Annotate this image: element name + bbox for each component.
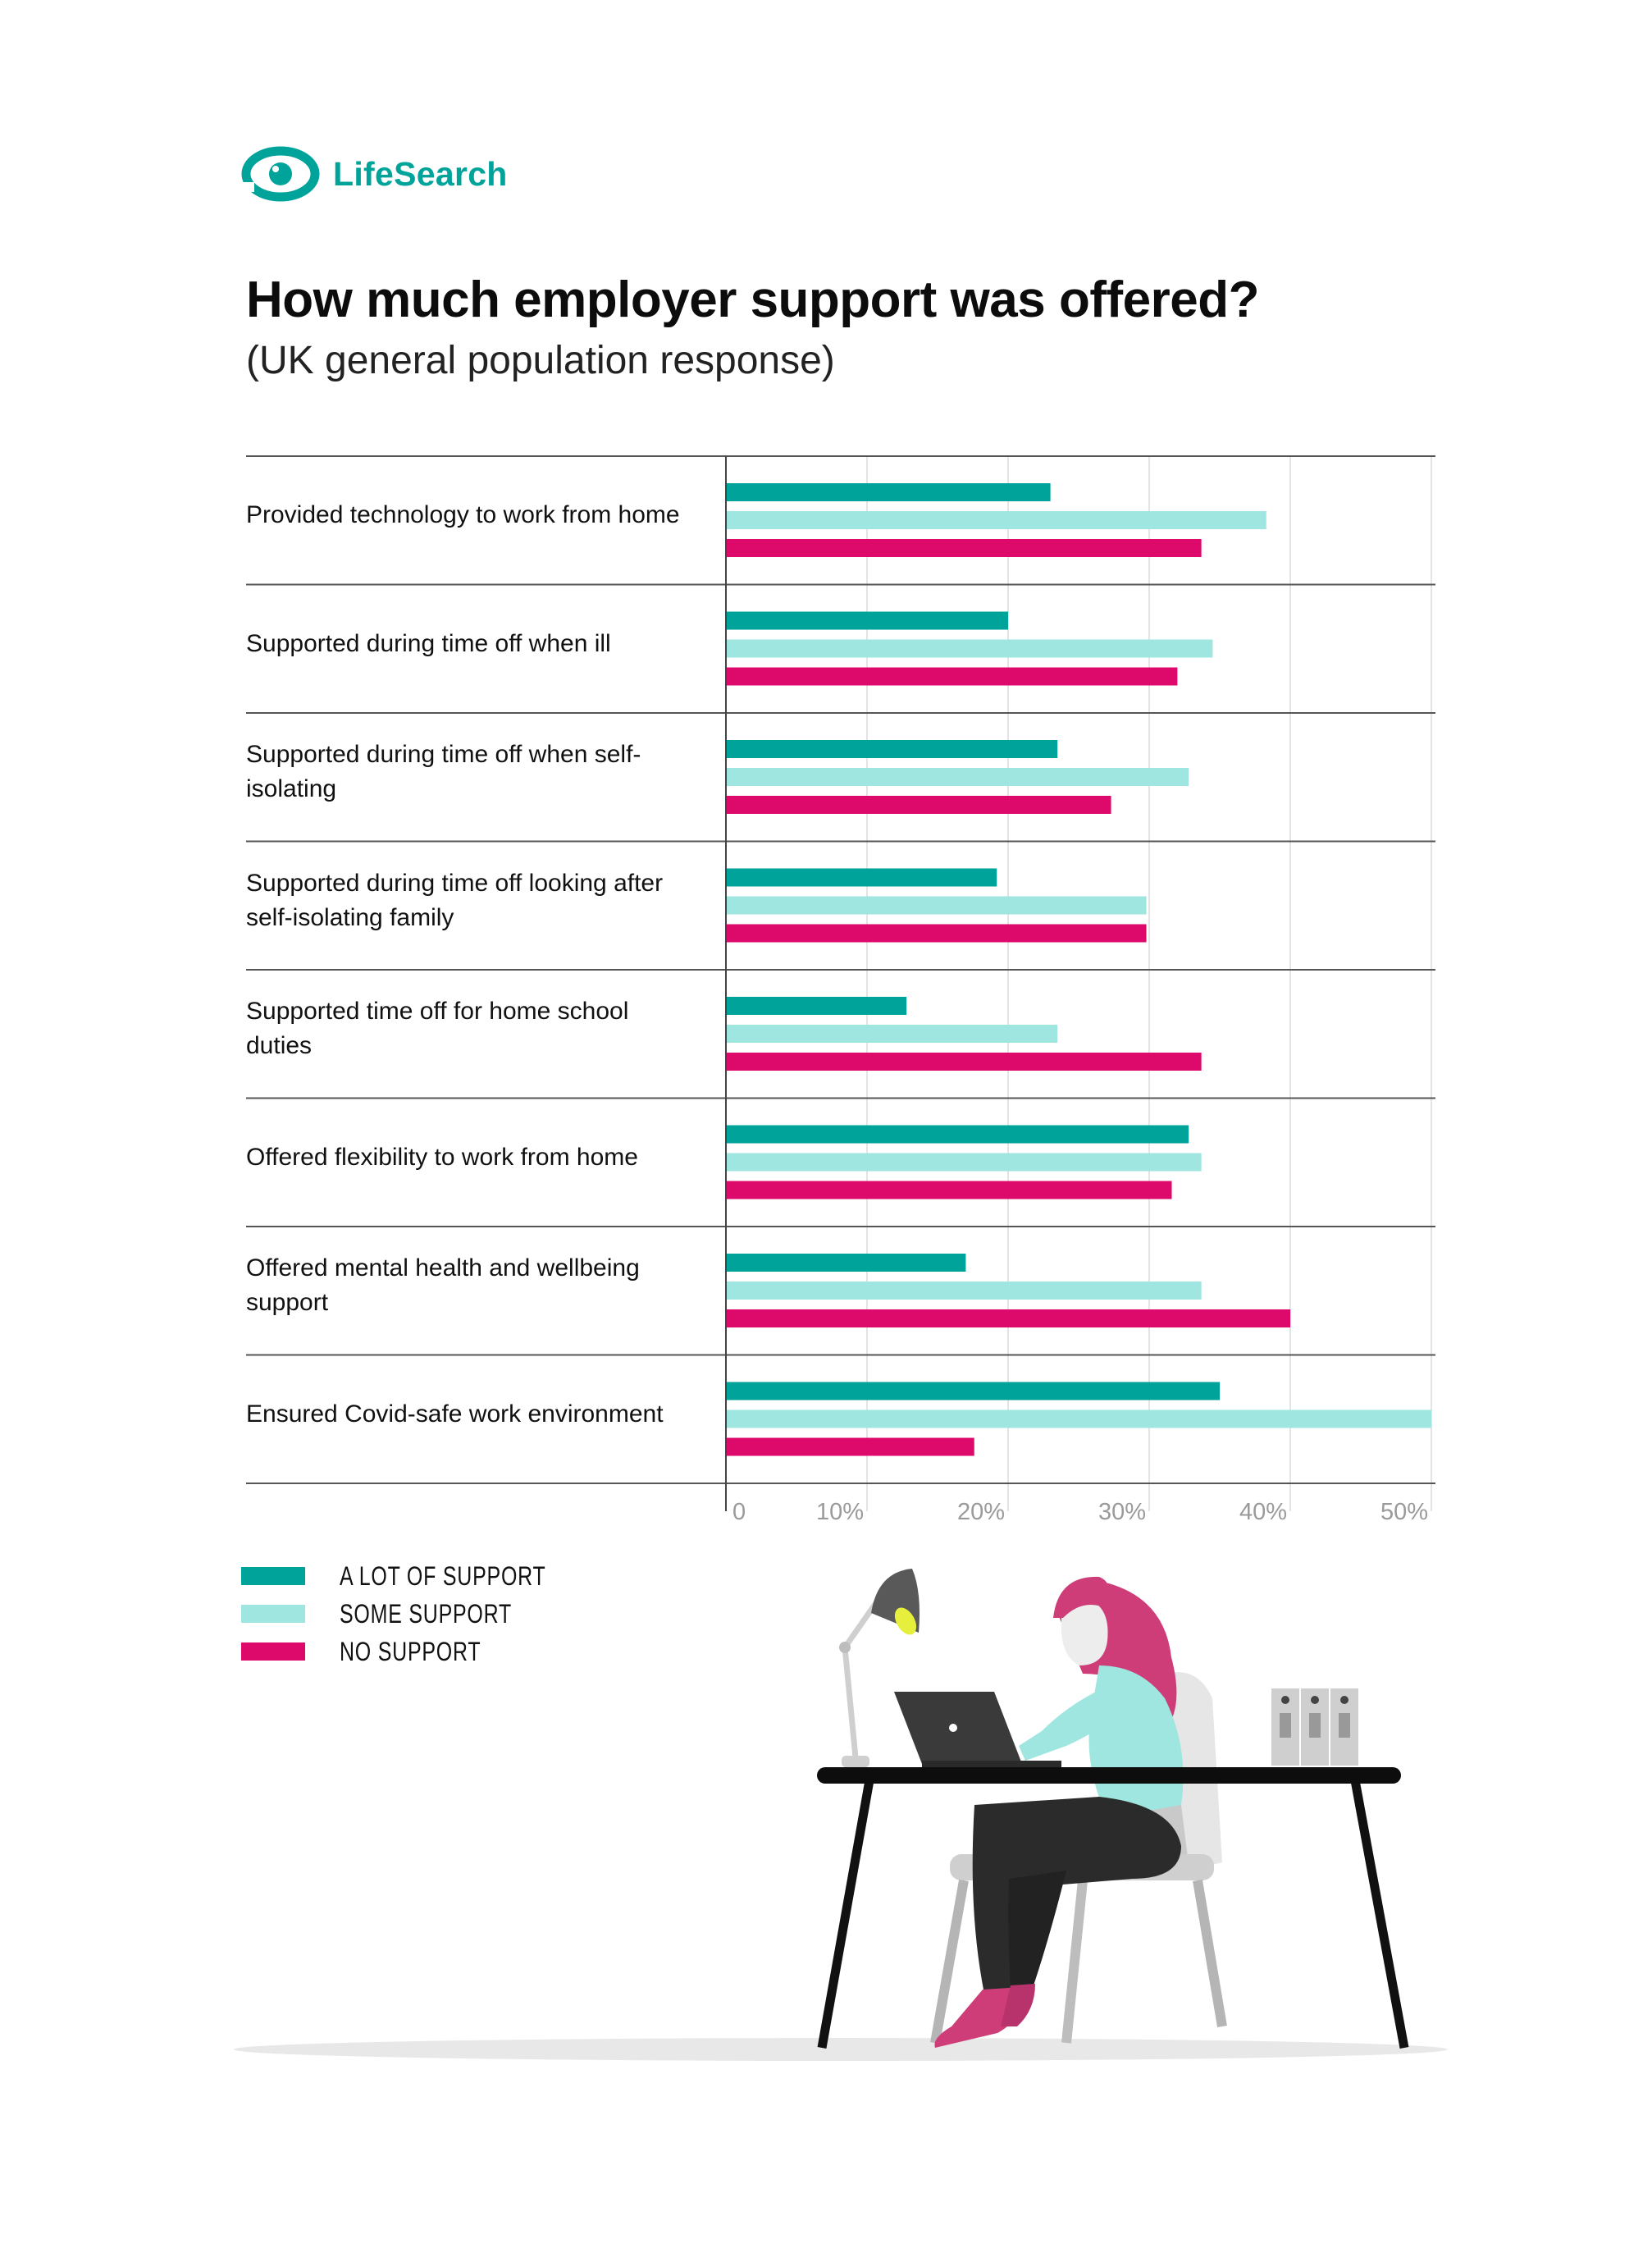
lamp-arm (842, 1647, 859, 1758)
binder (1330, 1688, 1358, 1766)
woman-arm (1019, 1690, 1116, 1761)
legend-item: NO SUPPORT (241, 1633, 604, 1670)
x-tick-label: 10% (816, 1499, 864, 1525)
binder-label (1339, 1713, 1350, 1738)
woman-torso (1088, 1665, 1184, 1818)
binder-hole (1311, 1696, 1319, 1704)
x-tick-label: 20% (957, 1499, 1005, 1525)
bar-some-support (726, 1409, 1431, 1428)
x-tick-label: 30% (1098, 1499, 1146, 1525)
floor-shadow (234, 2038, 1448, 2061)
bar-no-support (726, 1181, 1172, 1199)
laptop-logo (949, 1724, 957, 1732)
woman-leg (1008, 1871, 1066, 1990)
bar-no-support (726, 924, 1147, 943)
brand-name: LifeSearch (333, 154, 508, 193)
woman-hair-front (1053, 1576, 1110, 1618)
woman-shoe (1001, 1984, 1035, 2026)
bar-no-support (726, 667, 1178, 686)
bar-a-lot-of-support (726, 483, 1051, 501)
bar-no-support (726, 539, 1202, 557)
laptop-screen-back (894, 1692, 1022, 1764)
category-label: Ensured Covid-safe work environment (246, 1400, 664, 1428)
chair-seat (950, 1854, 1214, 1880)
woman-hair (1058, 1582, 1177, 1731)
x-tick-label: 40% (1239, 1499, 1287, 1525)
binder (1271, 1688, 1299, 1766)
category-label: Offered flexibility to work from home (246, 1143, 638, 1171)
chair-leg (930, 1879, 969, 2045)
binder-label (1309, 1713, 1321, 1738)
desk-leg (817, 1780, 874, 2049)
chair-back-highlight (1165, 1672, 1222, 1871)
lamp-base (842, 1756, 869, 1767)
bar-no-support (726, 1437, 974, 1456)
x-tick-label: 50% (1380, 1499, 1428, 1525)
chair-leg (1061, 1880, 1088, 2044)
lamp-arm (842, 1596, 882, 1650)
bar-some-support (726, 896, 1147, 915)
bar-a-lot-of-support (726, 611, 1008, 630)
bar-no-support (726, 1053, 1202, 1071)
lamp-shade (871, 1569, 920, 1633)
bar-a-lot-of-support (726, 1254, 966, 1272)
category-label: Offered mental health and wellbeing supp… (246, 1254, 640, 1317)
bar-some-support (726, 511, 1266, 529)
bar-no-support (726, 1309, 1290, 1327)
lamp-bulb (894, 1607, 917, 1635)
eye-logo-icon (241, 146, 320, 202)
x-tick-label: 0 (732, 1499, 746, 1525)
desk-top (817, 1767, 1401, 1784)
category-label: Supported time off for home school dutie… (246, 998, 629, 1060)
desk-leg (1350, 1780, 1409, 2049)
lamp-joint (839, 1642, 851, 1653)
legend-item: SOME SUPPORT (241, 1595, 604, 1633)
chart-subtitle: (UK general population response) (246, 339, 835, 382)
chair-leg (1193, 1880, 1227, 2027)
binder-hole (1281, 1696, 1289, 1704)
bar-some-support (726, 768, 1189, 786)
bar-a-lot-of-support (726, 740, 1058, 758)
category-label: Supported during time off when ill (246, 629, 611, 657)
bar-some-support (726, 1153, 1202, 1172)
category-label: Provided technology to work from home (246, 501, 680, 529)
category-label: Supported during time off when self-isol… (246, 741, 641, 803)
category-label: Supported during time off looking after … (246, 869, 664, 931)
lifesearch-logo: LifeSearch (241, 146, 508, 202)
chart-title: How much employer support was offered? (246, 272, 1259, 328)
legend-label: A LOT OF SUPPORT (340, 1560, 546, 1591)
bar-some-support (726, 1282, 1202, 1300)
legend-swatch (241, 1605, 305, 1623)
bar-no-support (726, 796, 1111, 814)
binder (1301, 1688, 1329, 1766)
legend-item: A LOT OF SUPPORT (241, 1557, 604, 1595)
bar-a-lot-of-support (726, 868, 997, 887)
legend-label: NO SUPPORT (340, 1636, 481, 1666)
bar-chart: 0 10% 20% 30% 40% 50% (246, 455, 1435, 1525)
woman-legs (972, 1797, 1181, 1994)
laptop-base (922, 1761, 1061, 1767)
binder-hole (1340, 1696, 1349, 1704)
bar-a-lot-of-support (726, 1382, 1220, 1400)
legend-label: SOME SUPPORT (340, 1598, 513, 1629)
legend-swatch (241, 1567, 305, 1585)
bar-a-lot-of-support (726, 997, 907, 1015)
legend-swatch (241, 1642, 305, 1661)
binder-label (1280, 1713, 1291, 1738)
bar-some-support (726, 639, 1213, 658)
bar-a-lot-of-support (726, 1125, 1189, 1144)
chair-back (1099, 1671, 1189, 1879)
chart-legend: A LOT OF SUPPORT SOME SUPPORT NO SUPPORT (241, 1557, 604, 1670)
woman-shoe (934, 1987, 1023, 2048)
bar-some-support (726, 1025, 1058, 1043)
woman-face (1061, 1599, 1108, 1665)
